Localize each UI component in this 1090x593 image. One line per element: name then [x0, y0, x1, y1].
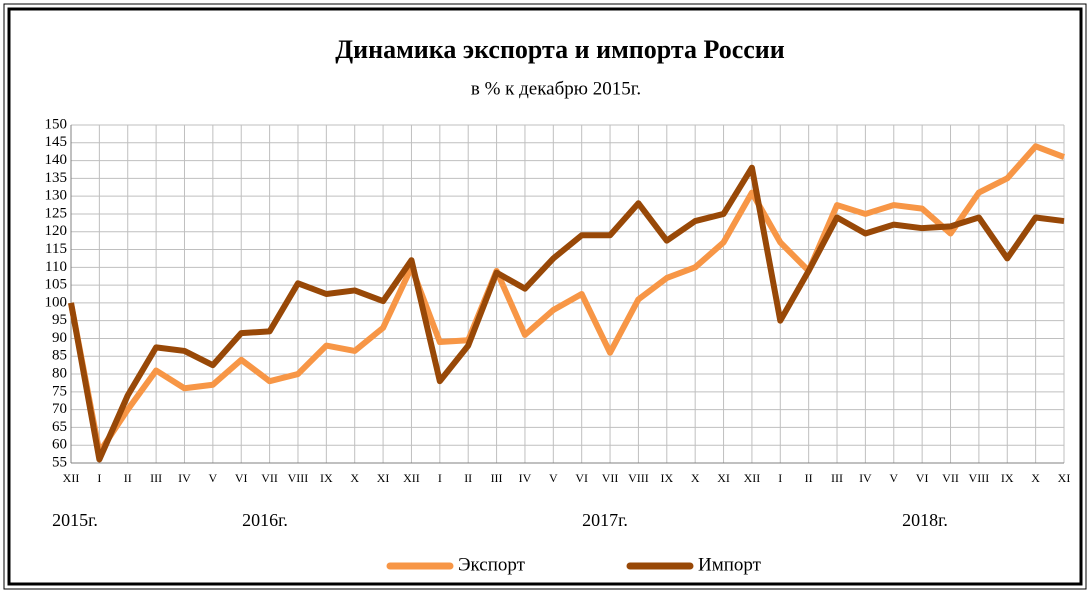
- y-tick-label: 145: [45, 134, 68, 150]
- x-tick-label: II: [124, 471, 132, 485]
- y-tick-label: 120: [45, 223, 68, 239]
- y-tick-label: 55: [52, 454, 67, 470]
- year-label: 2018г.: [902, 510, 948, 530]
- y-tick-label: 100: [45, 294, 68, 310]
- x-tick-label: X: [691, 471, 700, 485]
- y-tick-label: 70: [52, 401, 67, 417]
- y-tick-label: 130: [45, 188, 68, 204]
- x-tick-label: VI: [916, 471, 929, 485]
- y-tick-label: 110: [45, 259, 67, 275]
- year-label: 2015г.: [52, 510, 98, 530]
- x-tick-label: VI: [575, 471, 588, 485]
- x-tick-label: III: [491, 471, 503, 485]
- x-tick-label: XII: [403, 471, 420, 485]
- x-tick-label: VI: [235, 471, 248, 485]
- y-tick-label: 150: [45, 116, 68, 132]
- chart-title: Динамика экспорта и импорта России: [335, 35, 785, 64]
- year-label: 2017г.: [582, 510, 628, 530]
- x-tick-label: IV: [519, 471, 532, 485]
- series-line: [68, 164, 1065, 463]
- y-tick-label: 65: [52, 419, 67, 435]
- x-tick-label: VII: [602, 471, 619, 485]
- chart-subtitle: в % к декабрю 2015г.: [471, 78, 641, 99]
- y-tick-label: 90: [52, 330, 67, 346]
- x-tick-label: III: [150, 471, 162, 485]
- x-tick-label: I: [778, 471, 782, 485]
- x-tick-label: X: [1031, 471, 1040, 485]
- x-tick-label: IX: [1001, 471, 1014, 485]
- legend-label: Импорт: [698, 554, 762, 575]
- x-tick-label: V: [889, 471, 898, 485]
- x-tick-label: VII: [942, 471, 959, 485]
- x-tick-label: X: [350, 471, 359, 485]
- x-tick-label: XII: [63, 471, 80, 485]
- x-tick-label: III: [831, 471, 843, 485]
- series-line: [68, 143, 1066, 456]
- x-tick-label: IV: [178, 471, 191, 485]
- y-tick-label: 135: [45, 170, 68, 186]
- y-tick-label: 125: [45, 205, 68, 221]
- x-tick-label: V: [549, 471, 558, 485]
- y-tick-label: 95: [52, 312, 67, 328]
- x-tick-label: XI: [717, 471, 730, 485]
- frame-outer: [3, 3, 1087, 590]
- y-tick-label: 105: [45, 277, 68, 293]
- x-tick-label: II: [464, 471, 472, 485]
- year-label: 2016г.: [242, 510, 288, 530]
- x-tick-label: VII: [261, 471, 278, 485]
- x-tick-label: V: [209, 471, 218, 485]
- x-tick-label: XI: [1058, 471, 1071, 485]
- x-tick-label: VIII: [288, 471, 309, 485]
- y-tick-label: 80: [52, 365, 67, 381]
- x-tick-label: I: [97, 471, 101, 485]
- y-tick-label: 140: [45, 152, 68, 168]
- legend-label: Экспорт: [458, 554, 526, 575]
- x-tick-label: XII: [744, 471, 761, 485]
- y-tick-label: 85: [52, 348, 67, 364]
- x-tick-label: IV: [859, 471, 872, 485]
- y-tick-label: 75: [52, 383, 67, 399]
- x-tick-label: VIII: [969, 471, 990, 485]
- x-tick-label: II: [805, 471, 813, 485]
- x-tick-label: IX: [660, 471, 673, 485]
- x-tick-label: IX: [320, 471, 333, 485]
- x-tick-label: I: [438, 471, 442, 485]
- x-tick-label: VIII: [628, 471, 649, 485]
- frame-inner: [7, 7, 1083, 586]
- x-tick-label: XI: [377, 471, 390, 485]
- y-tick-label: 60: [52, 437, 67, 453]
- y-tick-label: 115: [45, 241, 67, 257]
